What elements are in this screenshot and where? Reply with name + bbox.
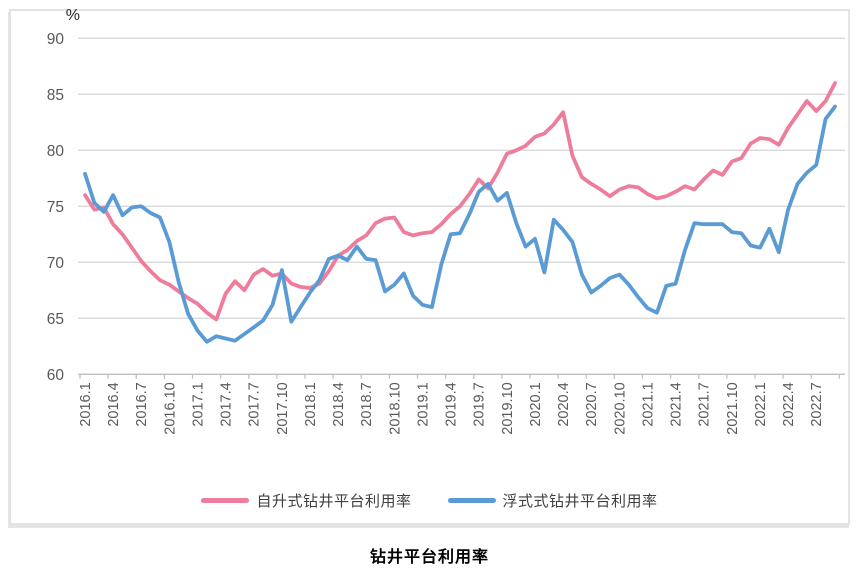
y-axis-tick-label: 60 — [47, 367, 65, 384]
x-axis-tick-label: 2018.10 — [387, 382, 403, 434]
x-axis-tick-label: 2016.7 — [134, 382, 150, 426]
y-axis-tick-label: 85 — [47, 87, 64, 104]
x-axis-tick-label: 2021.7 — [697, 382, 713, 426]
x-axis-tick-label: 2020.1 — [528, 382, 544, 426]
x-axis-tick-label: 2017.10 — [275, 382, 291, 434]
series-line-floater — [83, 104, 837, 344]
y-axis-tick-label: 90 — [47, 31, 65, 48]
x-axis-tick-label: 2020.4 — [556, 382, 572, 426]
y-axis-tick-label: 80 — [47, 143, 65, 160]
x-axis-tick-label: 2019.1 — [416, 382, 432, 426]
x-axis-tick-label: 2017.7 — [247, 382, 263, 426]
x-axis-tick-label: 2016.4 — [106, 382, 122, 426]
legend-label-floater: 浮式式钻井平台利用率 — [502, 493, 658, 510]
legend-item-jackup: 自升式钻井平台利用率 — [201, 490, 411, 511]
series-line-jackup — [83, 81, 837, 322]
y-axis-tick-label: 65 — [47, 311, 64, 328]
x-axis-tick-label: 2018.1 — [303, 382, 319, 426]
x-axis-tick-label: 2021.10 — [725, 382, 741, 434]
x-axis-tick-label: 2019.4 — [444, 382, 460, 426]
x-axis-tick-label: 2016.10 — [162, 382, 178, 434]
y-axis-tick-label: 70 — [47, 255, 65, 272]
chart-title: 钻井平台利用率 — [369, 549, 489, 566]
x-axis-tick-label: 2019.10 — [500, 382, 516, 434]
legend-item-floater: 浮式式钻井平台利用率 — [447, 490, 658, 511]
x-axis-tick-label: 2020.7 — [584, 382, 600, 426]
legend-label-jackup: 自升式钻井平台利用率 — [256, 493, 412, 510]
legend: 自升式钻井平台利用率 浮式式钻井平台利用率 — [0, 490, 859, 511]
legend-line-swatch-jackup — [201, 498, 250, 503]
x-axis-tick-label: 2018.4 — [331, 382, 347, 426]
x-axis-tick-label: 2018.7 — [359, 382, 375, 426]
y-axis-tick-label: 75 — [47, 199, 64, 216]
x-axis-tick-label: 2017.1 — [191, 382, 207, 426]
x-axis-tick-label: 2022.1 — [753, 382, 769, 426]
x-axis-tick-label: 2022.4 — [781, 382, 797, 426]
y-axis-unit-label: % — [65, 7, 80, 24]
x-axis-tick-label: 2017.4 — [219, 382, 235, 426]
x-axis-tick-label: 2019.7 — [472, 382, 488, 426]
legend-line-swatch-floater — [447, 498, 496, 503]
x-axis-tick-label: 2021.1 — [641, 382, 657, 426]
x-axis-tick-label: 2016.1 — [78, 382, 94, 426]
x-axis-tick-label: 2020.10 — [612, 382, 628, 434]
x-axis-tick-label: 2021.4 — [669, 382, 685, 426]
x-axis-tick-label: 2022.7 — [809, 382, 825, 426]
